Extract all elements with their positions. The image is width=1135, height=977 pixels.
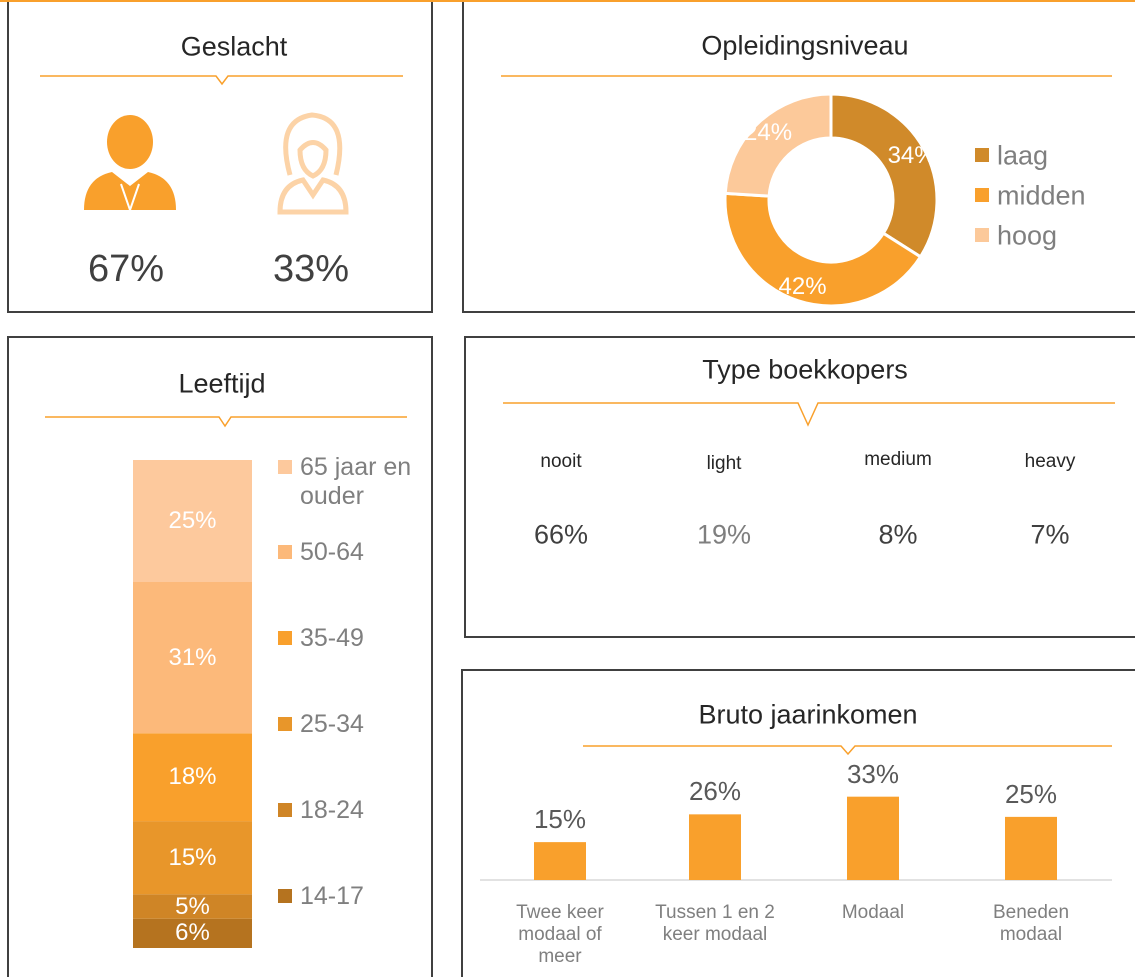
legend-label: 50-64 — [300, 538, 364, 566]
legend-swatch — [975, 188, 989, 202]
legend-swatch — [278, 545, 292, 559]
gender-value: 33% — [272, 248, 350, 291]
bar — [847, 796, 899, 880]
segment-label: 15% — [168, 843, 217, 871]
kpi-value: 19% — [696, 519, 752, 550]
segment-label: 31% — [168, 643, 217, 671]
legend-swatch — [278, 717, 292, 731]
legend-label: 14-17 — [300, 882, 364, 910]
legend-label: 18-24 — [300, 796, 364, 824]
title-rule — [45, 416, 407, 428]
bar — [689, 814, 741, 880]
chart-title: Type boekkopers — [702, 354, 908, 385]
title-rule — [503, 402, 1115, 427]
legend-label: hoog — [997, 220, 1058, 251]
bar-label: 15% — [533, 804, 587, 835]
x-tick-label: Tussen 1 en 2 keer modaal — [655, 902, 775, 945]
title-rule — [40, 75, 403, 86]
bar-label: 26% — [688, 776, 742, 807]
donut-slice — [829, 92, 939, 259]
chart-title: Geslacht — [180, 31, 288, 62]
category-label: heavy — [1024, 451, 1076, 473]
x-tick-label: Twee keer modaal of meer — [516, 902, 604, 967]
male-icon — [84, 115, 176, 214]
legend-label: 35-49 — [300, 624, 364, 652]
category-label: nooit — [540, 451, 582, 473]
legend-swatch — [278, 889, 292, 903]
bar-segment — [133, 894, 252, 919]
panel — [462, 0, 1135, 313]
segment-label: 5% — [175, 892, 210, 920]
bar-label: 25% — [1004, 778, 1058, 809]
legend-swatch — [975, 148, 989, 162]
category-label: medium — [864, 449, 932, 471]
slice-label: 42% — [778, 273, 827, 301]
gender-value: 67% — [87, 248, 165, 291]
panel — [7, 336, 433, 977]
chart-title: Opleidingsniveau — [701, 30, 909, 61]
slice-label: 24% — [743, 119, 793, 147]
slice-label: 34% — [887, 141, 936, 169]
legend-label: midden — [997, 180, 1086, 211]
segment-label: 18% — [168, 763, 217, 791]
kpi-value: 7% — [1030, 519, 1070, 550]
bar-segment — [133, 821, 252, 895]
legend-label: laag — [997, 140, 1049, 171]
category-label: light — [706, 453, 742, 475]
x-tick-label: Modaal — [841, 902, 905, 923]
legend-swatch — [975, 228, 989, 242]
legend-swatch — [278, 803, 292, 817]
legend-label: 65 jaar en ouder — [300, 453, 412, 510]
legend-swatch — [278, 631, 292, 645]
panel — [461, 669, 1135, 977]
title-rule — [583, 745, 1112, 756]
bar — [534, 842, 586, 880]
legend-label: 25-34 — [300, 710, 364, 738]
chart-title: Bruto jaarinkomen — [698, 699, 918, 730]
chart-title: Leeftijd — [178, 368, 266, 399]
kpi-value: 66% — [533, 519, 589, 550]
panel — [7, 0, 433, 313]
female-icon — [277, 112, 349, 215]
donut-slice — [723, 92, 833, 198]
legend-swatch — [278, 460, 292, 474]
segment-label: 6% — [175, 919, 210, 947]
panel — [464, 336, 1135, 638]
bar-segment — [133, 918, 252, 948]
segment-label: 25% — [168, 507, 217, 535]
bar — [1005, 816, 1057, 880]
bar-segment — [133, 733, 252, 822]
x-tick-label: Beneden modaal — [992, 902, 1070, 945]
donut-slice — [723, 191, 923, 308]
bar-segment — [133, 460, 252, 582]
kpi-value: 8% — [878, 519, 918, 550]
bar-label: 33% — [846, 758, 900, 789]
bar-segment — [133, 582, 252, 734]
